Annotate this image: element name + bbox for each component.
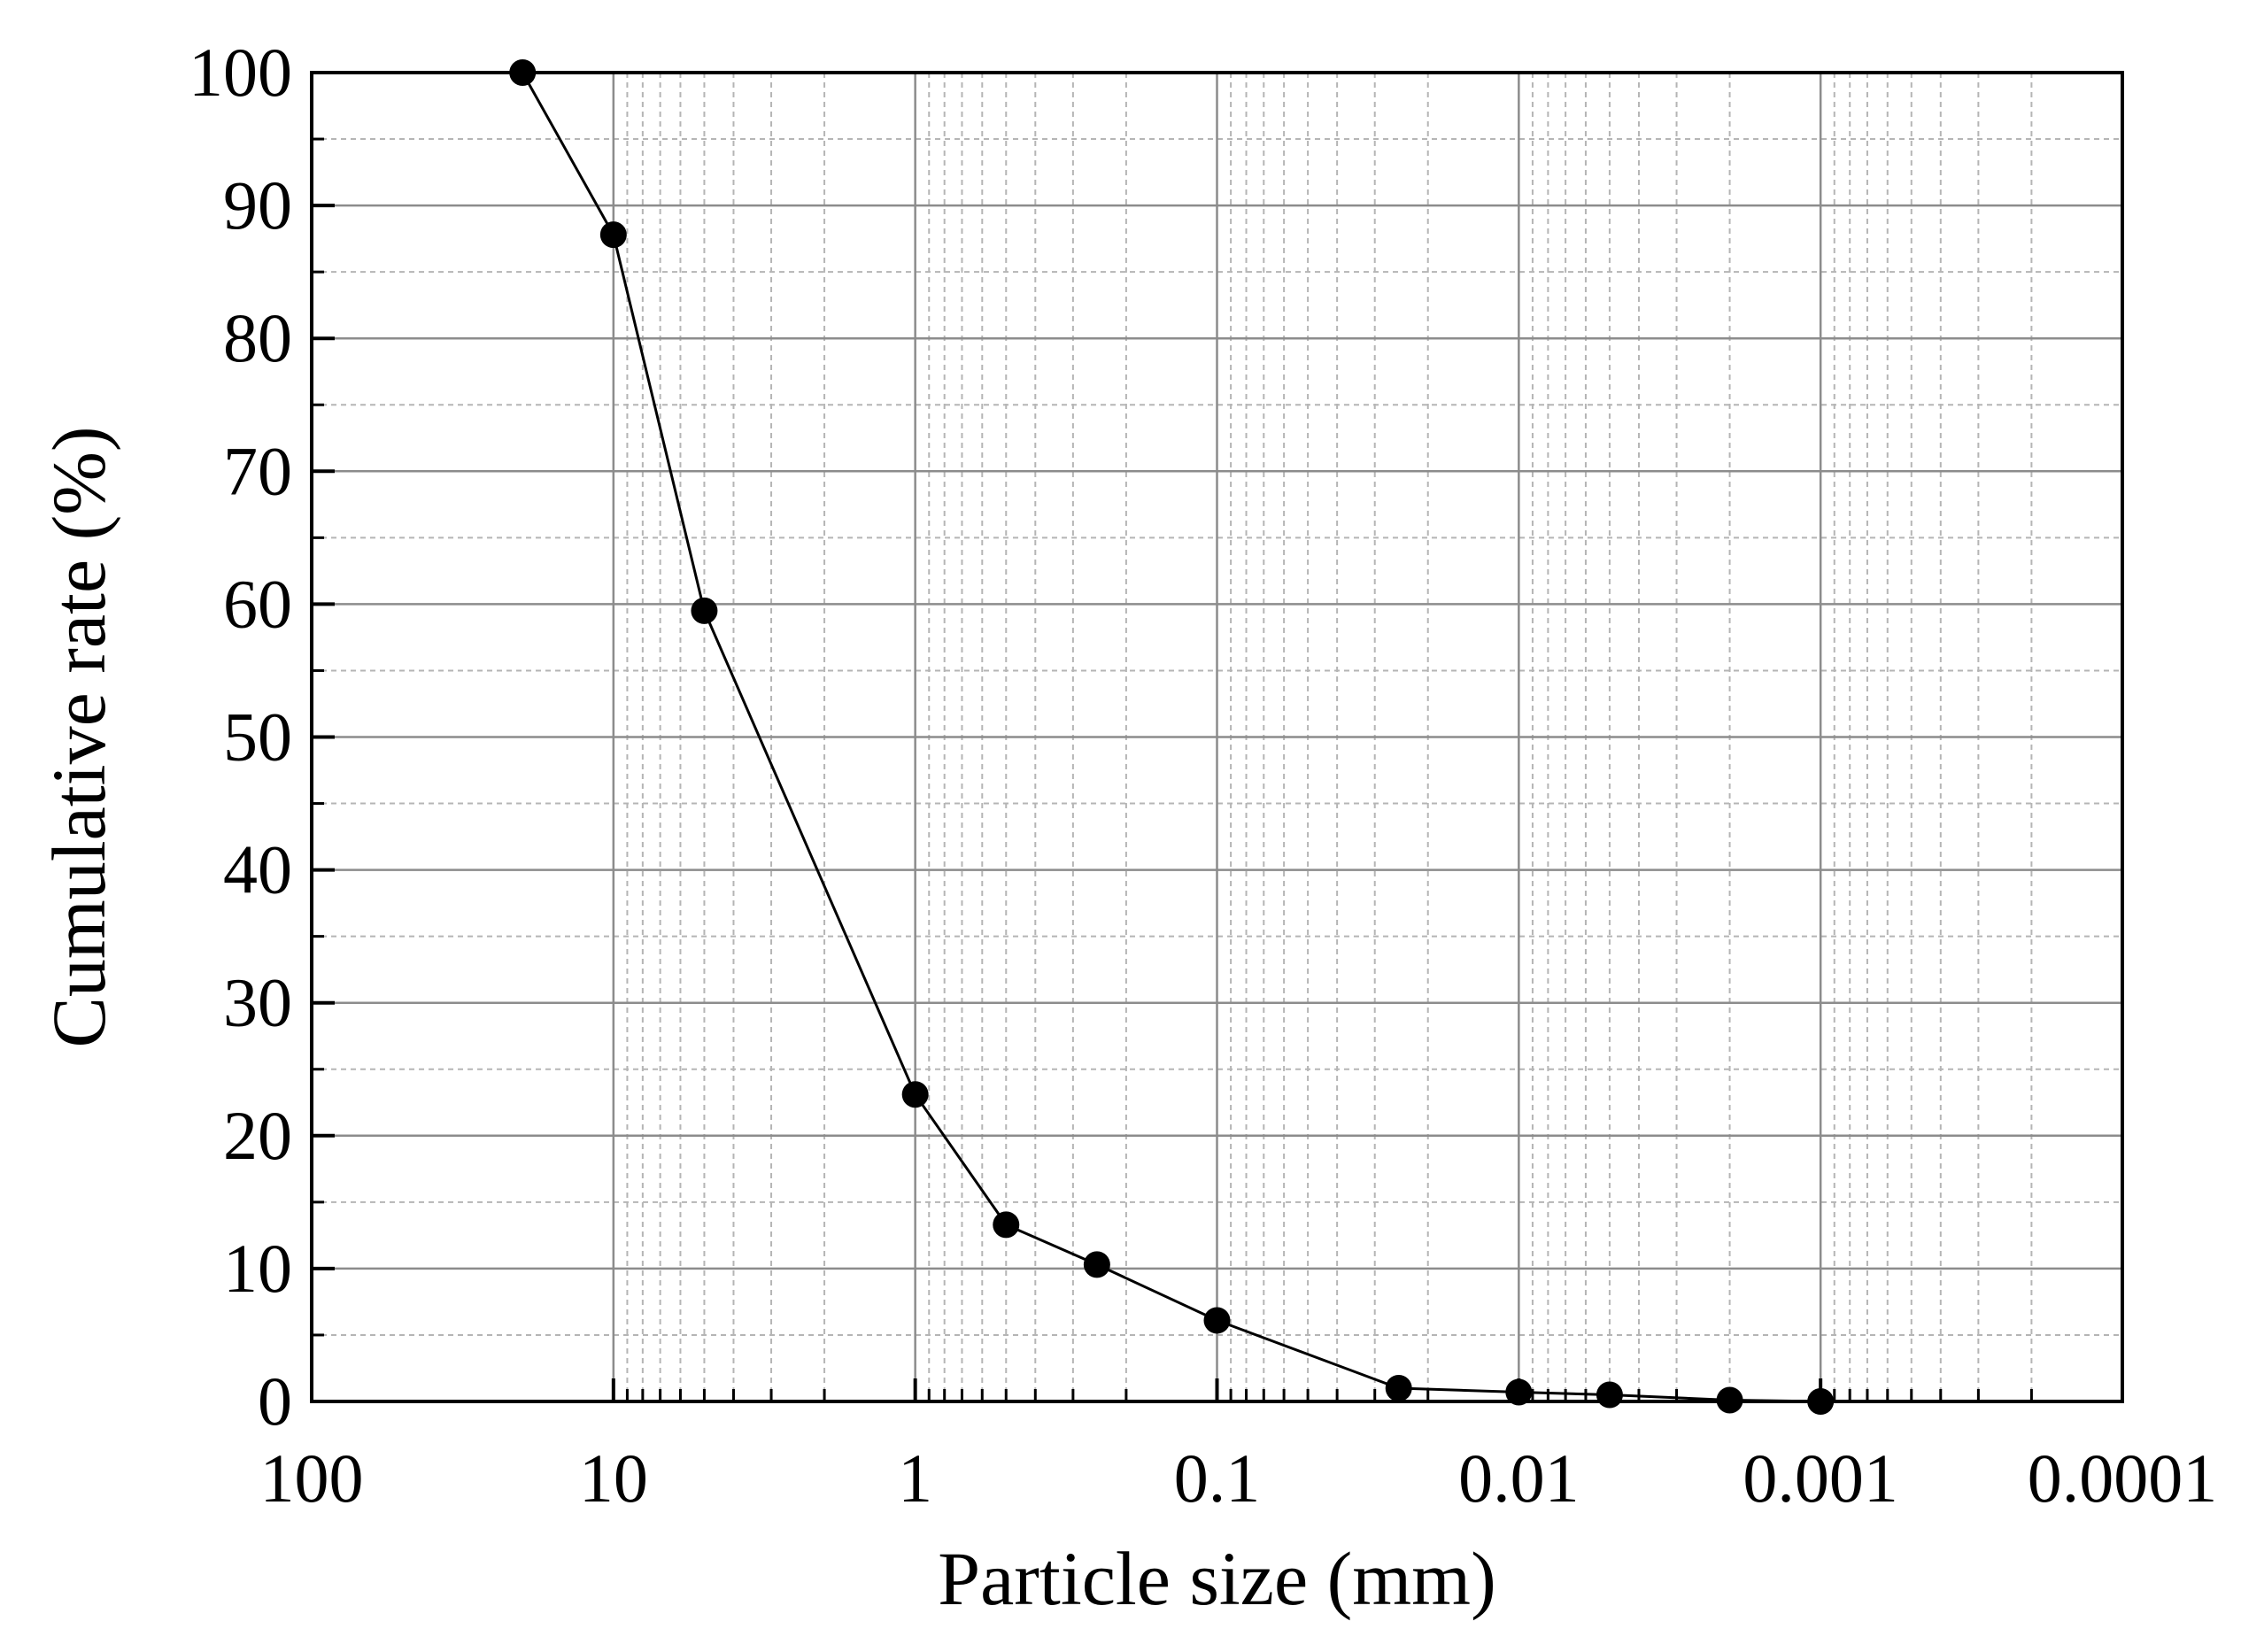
major-grid <box>312 73 2122 1401</box>
data-point <box>691 597 718 624</box>
data-point <box>1716 1386 1743 1414</box>
y-tick-label: 60 <box>223 565 292 642</box>
data-point <box>509 59 537 86</box>
y-tick-label: 80 <box>223 299 292 376</box>
y-tick-label: 10 <box>223 1230 292 1307</box>
x-axis-tick-labels: 100 10 1 0.1 0.01 0.001 0.0001 <box>260 1440 2218 1517</box>
y-tick-label: 90 <box>223 166 292 243</box>
y-axis-tick-labels: 0 10 20 30 40 50 60 70 80 90 100 <box>189 34 292 1440</box>
x-tick-label: 0.0001 <box>2028 1440 2218 1517</box>
x-tick-label: 10 <box>579 1440 648 1517</box>
data-point <box>1203 1307 1231 1334</box>
data-point <box>1083 1251 1110 1278</box>
data-series <box>509 59 1835 1415</box>
x-tick-label: 0.1 <box>1174 1440 1261 1517</box>
x-axis-title: Particle size (mm) <box>938 1536 1495 1621</box>
y-axis-title: Cumulative rate (%) <box>36 426 121 1047</box>
data-point <box>1807 1388 1835 1415</box>
data-point <box>599 221 627 249</box>
x-tick-label: 1 <box>898 1440 932 1517</box>
y-tick-label: 100 <box>189 34 292 111</box>
y-tick-label: 0 <box>258 1363 292 1440</box>
data-point <box>1505 1378 1533 1406</box>
data-point <box>993 1211 1020 1239</box>
x-tick-label: 0.01 <box>1458 1440 1580 1517</box>
y-tick-label: 20 <box>223 1097 292 1174</box>
data-point <box>1385 1374 1412 1401</box>
y-tick-label: 50 <box>223 699 292 776</box>
data-point <box>901 1081 929 1108</box>
y-tick-label: 70 <box>223 432 292 509</box>
series-line <box>521 72 1821 1403</box>
data-point <box>1596 1381 1623 1409</box>
x-tick-label: 0.001 <box>1743 1440 1898 1517</box>
y-tick-label: 40 <box>223 831 292 908</box>
x-tick-label: 100 <box>260 1440 364 1517</box>
y-tick-label: 30 <box>223 964 292 1041</box>
